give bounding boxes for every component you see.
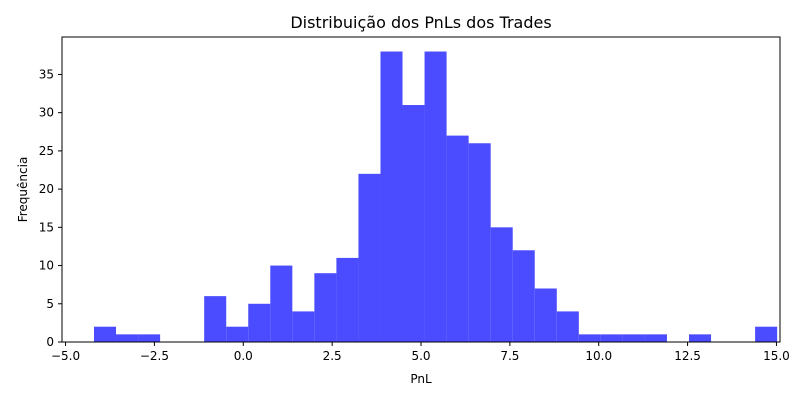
y-tick-label: 5 [46,297,54,311]
histogram-bar [689,334,712,342]
x-axis-ticks: −5.0 −2.5 0.0 2.5 5.0 7.5 10.0 12.5 15.0 [51,342,790,363]
histogram-bar [116,334,139,342]
histogram-bar [600,334,623,342]
y-tick-label: 15 [39,220,54,234]
x-axis-label: PnL [410,372,432,386]
y-tick-label: 35 [39,67,54,81]
histogram-bar [644,334,667,342]
histogram-bar [578,334,601,342]
histogram-bar [534,288,557,342]
x-tick-label: 12.5 [674,349,701,363]
x-tick-label: −5.0 [51,349,80,363]
histogram-bar [248,303,271,342]
histogram-bar [336,257,359,342]
x-tick-label: 0.0 [234,349,253,363]
histogram-bar [270,265,293,342]
y-tick-label: 30 [39,106,54,120]
histogram-bar [424,51,447,343]
y-tick-label: 10 [39,259,54,273]
histogram-bar [755,326,778,342]
bars-group [93,51,778,343]
x-tick-label: −2.5 [140,349,169,363]
histogram-bar [490,227,513,342]
histogram-bar [446,135,469,342]
histogram-bar [468,143,491,342]
y-axis-label: Frequência [16,157,30,223]
x-tick-label: 15.0 [763,349,790,363]
x-tick-label: 7.5 [500,349,519,363]
histogram-bar [622,334,645,342]
histogram-bar [138,334,161,342]
histogram-bar [292,311,315,342]
histogram-bar [512,250,535,342]
y-tick-label: 20 [39,182,54,196]
histogram-bar [93,326,117,342]
y-tick-label: 0 [46,335,54,349]
histogram-bar [226,326,249,342]
x-tick-label: 2.5 [323,349,342,363]
x-tick-label: 10.0 [585,349,612,363]
histogram-bar [402,105,425,342]
histogram-bar [314,273,337,342]
histogram-bar [204,296,227,342]
histogram-bar [556,311,579,342]
x-tick-label: 5.0 [411,349,430,363]
histogram-bar [380,51,403,343]
y-axis-ticks: 0 5 10 15 20 25 30 35 [39,67,62,349]
histogram-bar [358,173,381,342]
chart-title: Distribuição dos PnLs dos Trades [290,13,551,32]
y-tick-label: 25 [39,144,54,158]
